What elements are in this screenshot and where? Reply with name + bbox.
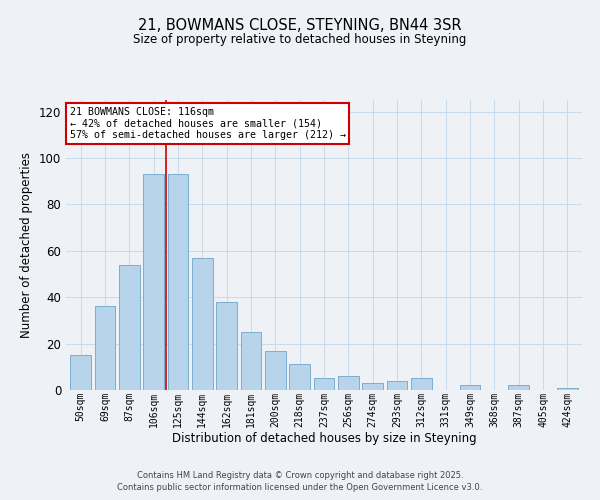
Text: Size of property relative to detached houses in Steyning: Size of property relative to detached ho… xyxy=(133,32,467,46)
Bar xyxy=(411,378,432,390)
Text: Contains public sector information licensed under the Open Government Licence v3: Contains public sector information licen… xyxy=(118,484,482,492)
Bar xyxy=(265,350,286,390)
Bar xyxy=(216,302,237,390)
Bar xyxy=(167,174,188,390)
Text: 21, BOWMANS CLOSE, STEYNING, BN44 3SR: 21, BOWMANS CLOSE, STEYNING, BN44 3SR xyxy=(138,18,462,32)
Bar xyxy=(386,380,407,390)
Bar xyxy=(289,364,310,390)
Bar xyxy=(508,386,529,390)
Bar xyxy=(241,332,262,390)
Bar xyxy=(557,388,578,390)
Bar xyxy=(314,378,334,390)
Bar xyxy=(95,306,115,390)
Bar xyxy=(192,258,212,390)
Bar xyxy=(70,355,91,390)
Bar xyxy=(362,383,383,390)
Bar xyxy=(338,376,359,390)
Bar xyxy=(143,174,164,390)
Y-axis label: Number of detached properties: Number of detached properties xyxy=(20,152,33,338)
Bar xyxy=(119,264,140,390)
Bar xyxy=(460,386,481,390)
Text: Contains HM Land Registry data © Crown copyright and database right 2025.: Contains HM Land Registry data © Crown c… xyxy=(137,471,463,480)
Text: 21 BOWMANS CLOSE: 116sqm
← 42% of detached houses are smaller (154)
57% of semi-: 21 BOWMANS CLOSE: 116sqm ← 42% of detach… xyxy=(70,107,346,140)
X-axis label: Distribution of detached houses by size in Steyning: Distribution of detached houses by size … xyxy=(172,432,476,445)
